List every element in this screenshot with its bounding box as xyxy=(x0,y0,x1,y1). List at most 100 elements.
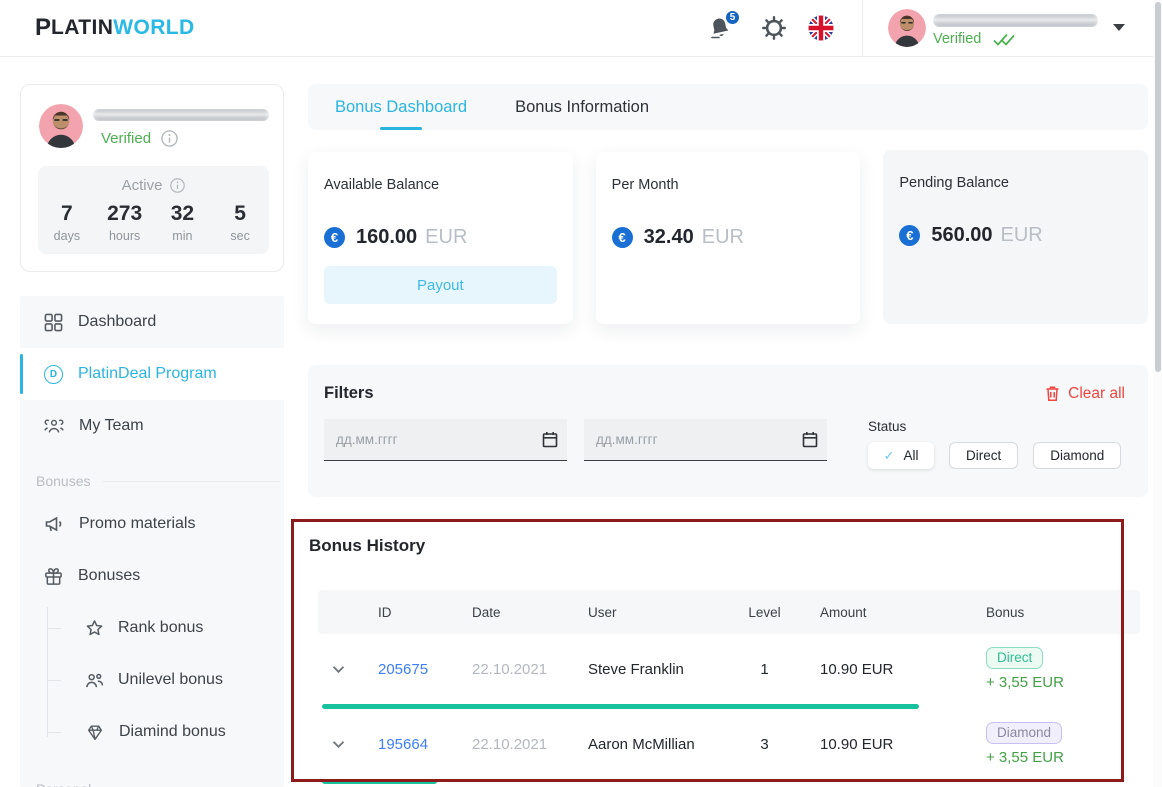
euro-icon: € xyxy=(899,225,921,246)
card-title: Per Month xyxy=(611,177,679,193)
timer-hours: 273 hours xyxy=(107,202,143,243)
user-name-redacted xyxy=(933,14,1098,27)
status-filter: Status ✓ All Direct Diamond xyxy=(868,419,1122,469)
profile-avatar xyxy=(39,104,83,148)
balance-currency: EUR xyxy=(701,226,744,248)
row-progress-track xyxy=(322,704,1140,709)
sidebar-subitem-unilevel-bonus[interactable]: Unilevel bonus xyxy=(20,654,284,706)
status-option-direct[interactable]: Direct xyxy=(949,442,1019,469)
balance-amount: 160.00 xyxy=(356,226,418,248)
info-icon[interactable] xyxy=(161,130,178,147)
sidebar-item-my-team[interactable]: My Team xyxy=(20,400,284,452)
logo-p-mark: P xyxy=(35,14,51,41)
subnav-tree-line xyxy=(47,607,48,737)
row-progress-track xyxy=(322,779,1140,784)
sidebar-item-label: Bonuses xyxy=(78,567,141,584)
megaphone-icon xyxy=(44,515,64,533)
bonus-type-badge: Diamond xyxy=(986,722,1063,744)
sidebar-nav: Dashboard D PlatinDeal Program My Team B… xyxy=(20,296,284,787)
clear-all-button[interactable]: Clear all xyxy=(1045,385,1125,403)
col-date: Date xyxy=(472,604,501,620)
page-scrollbar xyxy=(1153,0,1162,787)
status-option-diamond[interactable]: Diamond xyxy=(1033,442,1122,469)
bonus-history-table: ID Date User Level Amount Bonus 205675 2… xyxy=(318,590,1140,784)
double-check-icon xyxy=(993,33,1016,46)
language-selector[interactable] xyxy=(808,15,834,41)
sidebar-subitem-diamind-bonus[interactable]: Diamind bonus xyxy=(20,706,284,758)
col-amount: Amount xyxy=(820,604,867,620)
calendar-icon[interactable] xyxy=(802,431,818,448)
timer-days: 7 days xyxy=(53,202,81,243)
bonus-id-link[interactable]: 205675 xyxy=(378,660,429,678)
tab-bonus-information[interactable]: Bonus Information xyxy=(515,97,650,116)
active-timer-box: Active 7 days 273 hours xyxy=(38,166,269,254)
timer-min: 32 min xyxy=(170,202,195,243)
platindeal-d-icon: D xyxy=(44,364,63,384)
profile-card: Verified Active xyxy=(20,84,284,272)
sidebar-section-bonuses: Bonuses xyxy=(20,464,284,498)
section-divider xyxy=(102,480,280,482)
sidebar-item-label: My Team xyxy=(79,417,144,434)
theme-toggle-button[interactable] xyxy=(761,15,787,41)
per-month-card: Per Month € 32.40 EUR xyxy=(595,152,861,324)
bonus-info: Direct + 3,55 EUR xyxy=(944,647,1140,691)
dark-mode-icon xyxy=(761,15,787,41)
uk-flag-icon xyxy=(808,15,834,41)
calendar-icon[interactable] xyxy=(542,431,558,448)
balance-currency: EUR xyxy=(1000,224,1043,246)
gift-icon xyxy=(44,567,63,586)
row-progress-bar xyxy=(322,704,920,709)
bonus-id-link[interactable]: 195664 xyxy=(378,735,429,753)
table-row[interactable]: 205675 22.10.2021 Steve Franklin 1 10.90… xyxy=(318,634,1140,704)
user-avatar[interactable] xyxy=(888,9,926,47)
tab-bonus-dashboard[interactable]: Bonus Dashboard xyxy=(335,84,467,130)
sidebar-item-label: Diamind bonus xyxy=(119,723,226,740)
date-from-field xyxy=(324,419,567,461)
status-option-all[interactable]: ✓ All xyxy=(868,442,934,469)
trash-icon xyxy=(1045,385,1060,402)
bonus-user: Steve Franklin xyxy=(588,660,684,678)
expand-row-button[interactable] xyxy=(332,665,345,674)
date-from-input[interactable] xyxy=(324,419,567,461)
sidebar-section-personal: Personal xyxy=(20,772,284,787)
active-label: Active xyxy=(121,177,163,194)
col-user: User xyxy=(588,604,617,620)
verified-label: Verified xyxy=(101,130,152,147)
balance-cards: Available Balance € 160.00 EUR Payout Pe… xyxy=(308,150,1149,324)
available-balance-card: Available Balance € 160.00 EUR Payout xyxy=(308,152,573,324)
platinworld-logo[interactable]: P LATIN WORLD xyxy=(35,14,195,42)
sidebar-item-bonuses[interactable]: Bonuses xyxy=(20,550,284,602)
user-menu-caret[interactable] xyxy=(1113,24,1125,31)
notifications-button[interactable]: 5 xyxy=(707,9,741,41)
info-icon[interactable] xyxy=(170,178,186,193)
bonus-date: 22.10.2021 xyxy=(472,660,548,678)
status-label: Status xyxy=(868,419,907,434)
logo-text-world: WORLD xyxy=(113,16,195,39)
profile-verified-status: Verified xyxy=(101,130,178,147)
sidebar-item-dashboard[interactable]: Dashboard xyxy=(20,296,284,348)
sidebar-item-promo-materials[interactable]: Promo materials xyxy=(20,498,284,550)
diamond-icon xyxy=(85,724,105,741)
countdown-timer: 7 days 273 hours 32 min 5 sec xyxy=(38,202,269,243)
bonus-earned: + 3,55 EUR xyxy=(986,749,1064,766)
date-to-input[interactable] xyxy=(584,419,827,461)
bonus-history-title: Bonus History xyxy=(309,536,426,555)
payout-button[interactable]: Payout xyxy=(324,266,557,304)
filters-title: Filters xyxy=(324,384,374,402)
dashboard-grid-icon xyxy=(44,313,63,332)
filters-panel: Filters Clear all xyxy=(308,365,1148,497)
sidebar-subitem-rank-bonus[interactable]: Rank bonus xyxy=(20,602,284,654)
sidebar-item-platindeal-program[interactable]: D PlatinDeal Program xyxy=(20,348,284,400)
table-row[interactable]: 195664 22.10.2021 Aaron McMillian 3 10.9… xyxy=(318,709,1140,779)
bonus-amount: 10.90 EUR xyxy=(820,660,894,678)
star-icon xyxy=(85,619,104,638)
sidebar-item-label: PlatinDeal Program xyxy=(78,365,217,382)
scrollbar-thumb[interactable] xyxy=(1155,2,1161,372)
expand-row-button[interactable] xyxy=(332,740,345,749)
verified-label: Verified xyxy=(933,31,982,47)
notification-count-badge: 5 xyxy=(724,9,741,26)
col-level: Level xyxy=(748,604,781,620)
sidebar-item-label: Dashboard xyxy=(78,313,157,330)
balance-currency: EUR xyxy=(425,226,468,248)
balance-amount: 560.00 xyxy=(931,224,993,246)
